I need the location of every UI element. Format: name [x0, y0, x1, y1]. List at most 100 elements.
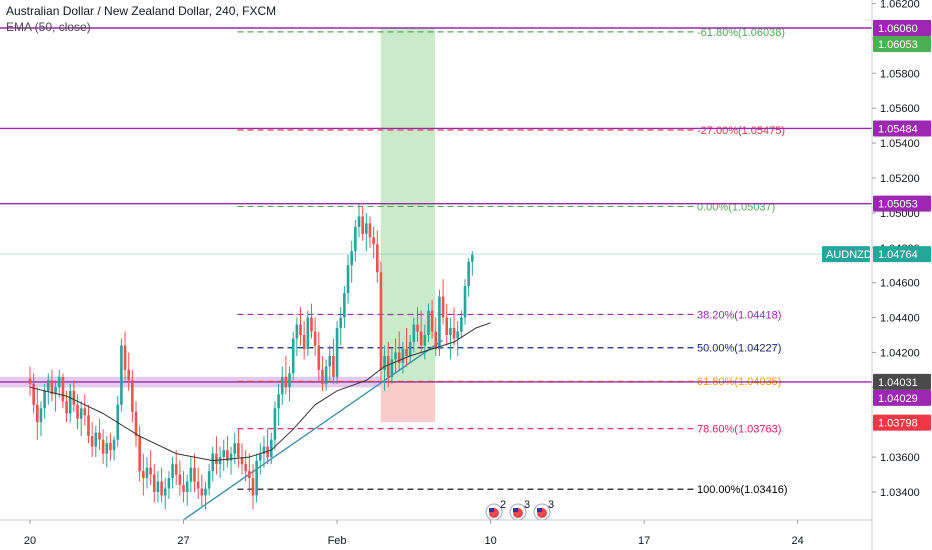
candle-body	[310, 317, 313, 332]
price-tag	[873, 389, 931, 406]
candle-body	[343, 293, 346, 318]
candle-body	[32, 383, 35, 405]
fib-level-label: 100.00%(1.03416)	[697, 484, 788, 496]
candle-body	[65, 401, 68, 414]
candle-body	[244, 464, 247, 472]
candle-body	[328, 355, 332, 367]
candle-body	[471, 254, 474, 262]
candle-body	[152, 474, 156, 492]
candle-body	[438, 296, 441, 349]
price-tag-label: 1.04031	[878, 377, 918, 389]
candle-body	[288, 373, 291, 388]
candle-body	[145, 467, 149, 479]
candle-body	[193, 467, 196, 482]
price-tag	[873, 20, 931, 36]
candle-body	[112, 439, 116, 451]
price-tag-label: 1.06053	[878, 39, 918, 51]
candle-body	[127, 369, 131, 381]
price-tag-label: 1.05484	[878, 123, 918, 135]
event-count: 3	[548, 499, 554, 511]
candle-body	[189, 467, 193, 482]
candle-body	[36, 404, 39, 423]
candle-body	[306, 317, 310, 349]
candle-body	[346, 265, 350, 294]
candle-body	[87, 415, 90, 437]
candle-body	[386, 355, 390, 377]
fib-level-label: 38.20%(1.04418)	[697, 309, 781, 321]
profit-zone	[380, 28, 436, 383]
candle-body	[463, 286, 467, 318]
candle-body	[90, 436, 94, 447]
candle-body	[204, 488, 207, 496]
candle-body	[262, 446, 266, 454]
fib-level-label: 0.00%(1.05037)	[697, 201, 775, 213]
candle-body	[339, 317, 343, 329]
candle-body	[72, 390, 76, 405]
price-tag-label: 1.04764	[878, 249, 918, 261]
candle-body	[167, 478, 171, 489]
candle-body	[434, 331, 438, 349]
plot-area: -61.80%(1.06038) -27.00%(1.05475) 0.00%(1.…	[0, 27, 872, 520]
price-tag	[873, 373, 931, 390]
candle-body	[229, 453, 233, 461]
x-tick-label: 27	[177, 535, 189, 547]
event-flag-icon	[489, 508, 494, 512]
candle-body	[156, 481, 160, 492]
x-tick-label: 20	[24, 535, 36, 547]
candle-body	[123, 345, 127, 370]
price-tag	[873, 414, 931, 431]
price-tag	[873, 246, 931, 263]
candle-body	[361, 216, 364, 234]
candle-body	[350, 251, 353, 266]
candle-body	[379, 272, 383, 370]
y-tick-label: 1.05800	[880, 68, 920, 80]
y-tick-label: 1.04400	[880, 313, 920, 325]
candle-body	[456, 331, 460, 339]
candle-body	[174, 464, 178, 475]
candle-body	[324, 366, 328, 384]
candle-body	[185, 481, 189, 492]
y-tick-label: 1.04200	[880, 347, 920, 359]
price-tag	[873, 195, 931, 212]
x-tick-label: 10	[484, 535, 496, 547]
candle-body	[302, 335, 306, 349]
candle-body	[237, 443, 240, 458]
candle-body	[299, 324, 302, 336]
candle-body	[160, 481, 163, 496]
candle-body	[39, 408, 43, 423]
candle-body	[171, 464, 174, 479]
candle-body	[76, 404, 79, 419]
candle-body	[313, 331, 317, 346]
event-flag-icon	[513, 508, 518, 512]
candle-body	[251, 478, 255, 496]
y-tick-label: 1.05400	[880, 138, 920, 150]
candle-body	[397, 352, 401, 363]
candle-body	[200, 488, 204, 496]
candle-body	[332, 355, 335, 377]
event-flag-icon	[537, 508, 542, 512]
fib-level-label: 50.00%(1.04227)	[697, 343, 781, 355]
candle-body	[222, 450, 226, 458]
candle-body	[412, 324, 416, 342]
candle-body	[280, 376, 284, 395]
candle-body	[372, 237, 375, 245]
candle-body	[79, 408, 83, 419]
x-tick-label: 17	[638, 535, 650, 547]
price-tag	[873, 36, 931, 52]
fib-level-label: -27.00%(1.05475)	[697, 125, 785, 137]
candle-body	[449, 328, 452, 336]
candle-body	[83, 408, 87, 416]
candle-body	[178, 474, 182, 486]
candle-body	[109, 443, 112, 451]
candles	[28, 204, 474, 510]
event-count: 3	[524, 499, 530, 511]
candle-body	[375, 244, 379, 273]
fib-level-label: 78.60%(1.03763)	[697, 424, 781, 436]
y-tick-label: 1.06200	[880, 0, 920, 11]
candle-body	[28, 378, 32, 384]
chart-title: Australian Dollar / New Zealand Dollar, …	[6, 4, 277, 18]
price-tag-label: 1.05053	[878, 199, 918, 211]
x-tick-label: Feb	[328, 535, 347, 547]
